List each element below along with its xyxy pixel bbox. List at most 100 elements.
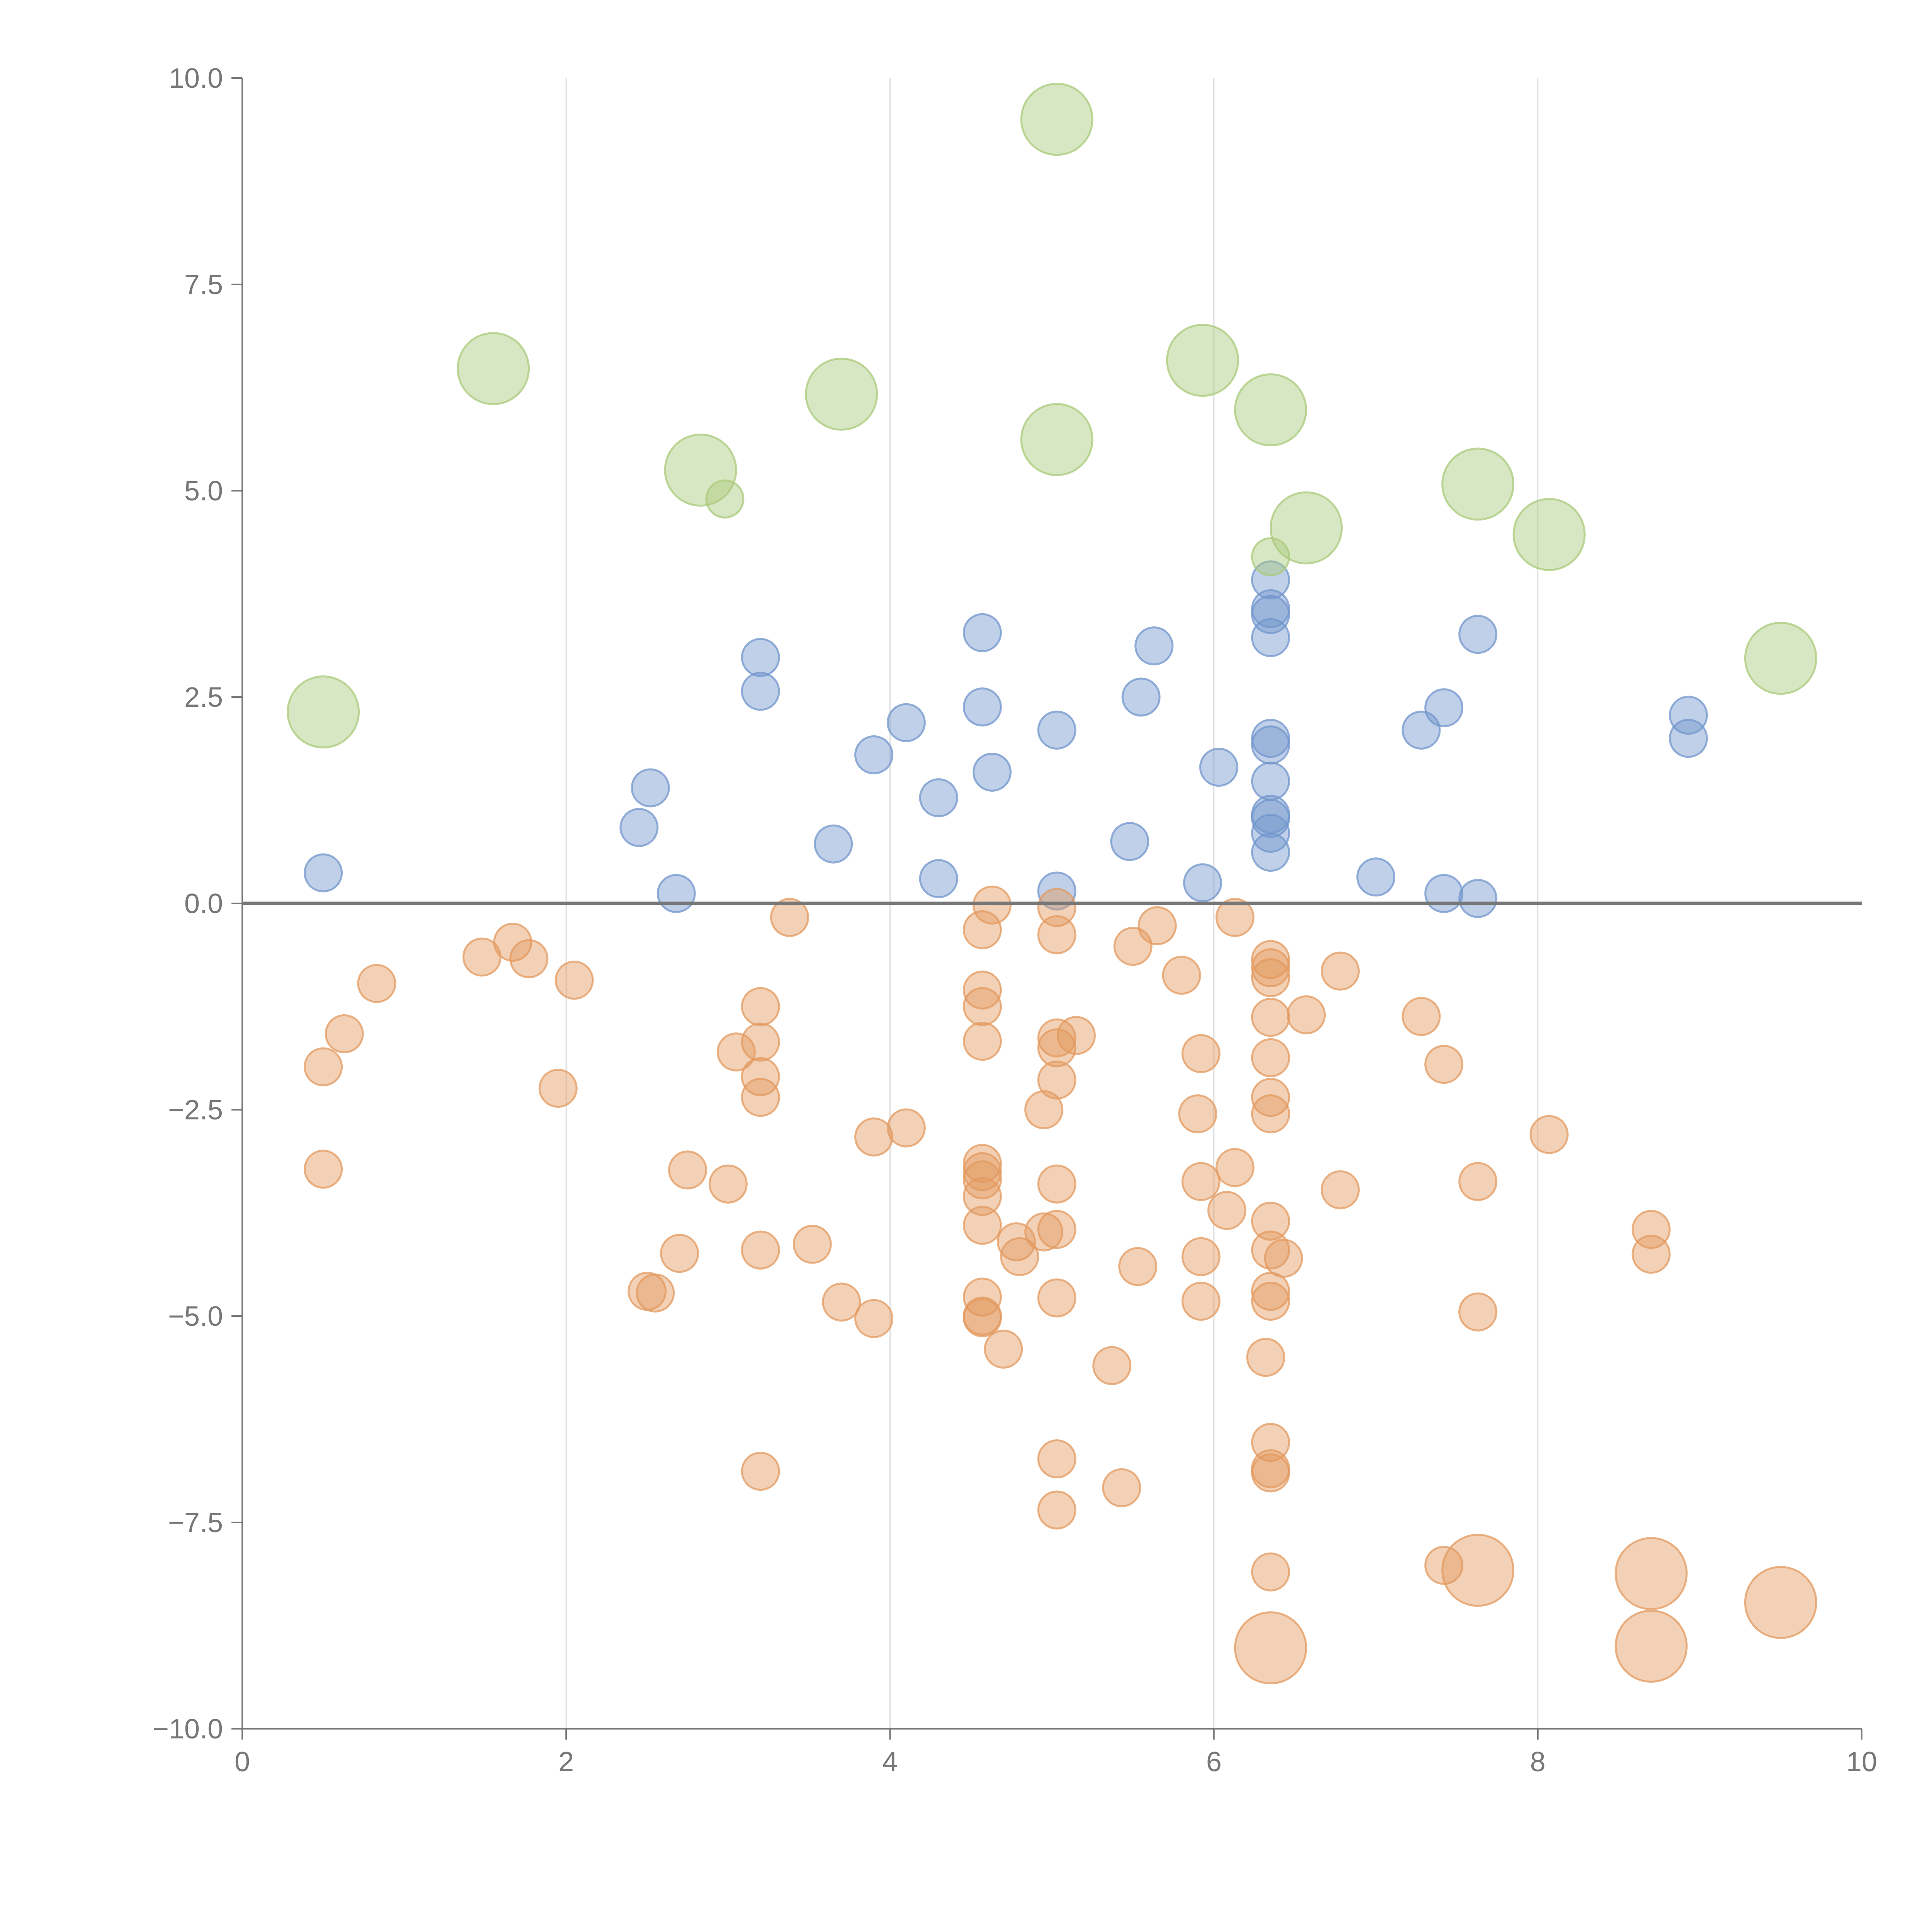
data-point — [1121, 677, 1161, 717]
data-point — [1037, 1490, 1077, 1530]
y-tick-label: −2.5 — [168, 1095, 223, 1126]
data-point — [1134, 626, 1174, 666]
data-point — [963, 687, 1002, 727]
data-point — [1251, 958, 1290, 997]
data-point — [854, 1299, 893, 1338]
data-point — [1251, 833, 1290, 872]
data-point — [1037, 710, 1077, 750]
data-point — [1744, 622, 1817, 695]
data-point — [1669, 696, 1708, 735]
data-point — [1118, 1247, 1158, 1286]
data-point — [1215, 898, 1255, 937]
data-point — [1251, 537, 1290, 577]
data-point — [919, 859, 958, 898]
data-point — [1356, 857, 1396, 897]
data-point — [1181, 1282, 1221, 1321]
data-point — [493, 922, 532, 962]
data-point — [538, 1068, 578, 1108]
data-point — [1037, 1164, 1077, 1204]
data-point — [1037, 915, 1077, 954]
data-point — [1178, 1094, 1218, 1134]
data-point — [636, 1273, 675, 1313]
data-point — [770, 898, 810, 937]
data-point — [1264, 1238, 1303, 1278]
data-point — [304, 853, 343, 893]
data-point — [1251, 998, 1290, 1037]
data-point — [1251, 1282, 1290, 1321]
data-point — [1424, 688, 1464, 728]
data-point — [1251, 1201, 1290, 1241]
data-point — [963, 910, 1002, 949]
data-point — [1024, 1212, 1064, 1252]
data-point — [1207, 1191, 1247, 1230]
y-tick-label: 5.0 — [184, 476, 223, 507]
data-point — [304, 1047, 343, 1087]
data-point — [1000, 1237, 1039, 1276]
data-point — [1037, 1018, 1077, 1058]
data-point — [793, 1225, 832, 1264]
data-point — [741, 638, 780, 677]
data-point — [814, 824, 853, 864]
data-point — [1614, 1537, 1688, 1610]
x-tick-label: 10 — [1846, 1747, 1877, 1777]
data-point — [1181, 1162, 1221, 1201]
data-point — [1092, 1346, 1132, 1385]
data-point — [1037, 871, 1077, 911]
data-point — [1246, 1338, 1286, 1377]
data-point — [972, 752, 1012, 792]
data-point — [708, 1164, 748, 1204]
x-tick-label: 8 — [1530, 1747, 1546, 1777]
data-point — [1251, 762, 1290, 801]
data-point — [705, 479, 745, 519]
x-tick-label: 4 — [882, 1747, 898, 1777]
data-point — [1512, 498, 1586, 571]
data-point — [1037, 1028, 1077, 1068]
data-point — [1441, 447, 1515, 521]
data-point — [854, 735, 893, 775]
data-point — [1251, 948, 1290, 988]
data-point — [1251, 1094, 1290, 1134]
data-point — [741, 1230, 780, 1270]
data-point — [963, 1160, 1002, 1200]
y-tick-label: 10.0 — [169, 63, 223, 94]
data-point — [716, 1032, 756, 1071]
data-point — [1286, 995, 1326, 1034]
data-point — [656, 874, 696, 913]
data-point — [1251, 799, 1290, 838]
x-tick-label: 6 — [1206, 1747, 1222, 1777]
data-point — [1138, 906, 1177, 946]
data-point — [1614, 1609, 1688, 1683]
data-point — [1181, 1034, 1221, 1073]
y-tick-label: −5.0 — [168, 1301, 223, 1332]
data-point — [1251, 725, 1290, 765]
data-point — [1529, 1115, 1569, 1154]
data-point — [660, 1234, 699, 1273]
data-point — [304, 1150, 343, 1189]
data-point — [1162, 956, 1201, 995]
data-point — [1251, 560, 1290, 600]
data-point — [1037, 1278, 1077, 1318]
data-point — [1024, 1090, 1064, 1129]
data-point — [1458, 1292, 1498, 1332]
data-point — [1320, 1170, 1360, 1209]
data-point — [963, 987, 1002, 1026]
data-point — [963, 1298, 1002, 1337]
y-tick-label: −7.5 — [168, 1507, 223, 1538]
data-point — [1401, 997, 1441, 1036]
data-point — [1458, 615, 1498, 654]
data-point — [1669, 719, 1708, 758]
data-point — [741, 1057, 780, 1097]
data-point — [457, 332, 530, 405]
data-point — [1251, 1552, 1290, 1592]
data-point — [664, 434, 737, 507]
data-point — [805, 357, 878, 431]
axes: 0 2 4 6 8 10 −10.0 −7.5 −5.0 −2.5 0.0 2.5 5.0 7.5 10.0 — [153, 63, 1877, 1777]
data-point — [1631, 1235, 1671, 1274]
data-point — [1458, 879, 1498, 918]
data-point — [886, 703, 926, 742]
data-point — [741, 1078, 780, 1117]
data-point — [886, 1108, 926, 1148]
data-point — [1166, 324, 1239, 397]
data-points — [287, 83, 1817, 1685]
